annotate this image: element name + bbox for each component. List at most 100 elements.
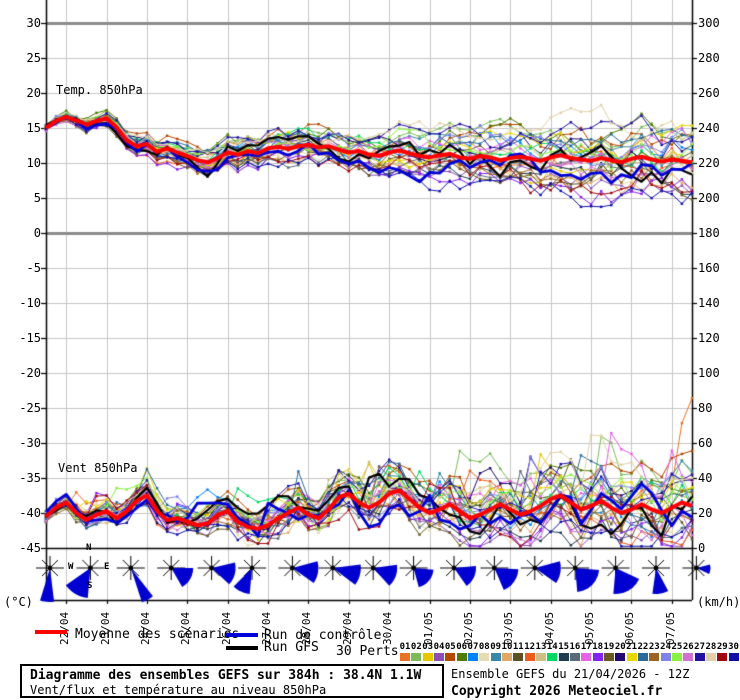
y-right-unit-label: (km/h) bbox=[697, 595, 740, 609]
pert-color-swatch bbox=[422, 653, 433, 661]
pert-color-swatch bbox=[411, 653, 422, 661]
pert-color-swatch bbox=[637, 653, 648, 661]
pert-number-label: 16 bbox=[569, 642, 581, 652]
pert-number-label: 27 bbox=[694, 642, 705, 652]
date-label: 03/05 bbox=[502, 611, 516, 645]
pert-color-swatch bbox=[649, 653, 660, 661]
date-label: 02/05 bbox=[461, 611, 475, 645]
pert-number-label: 06 bbox=[456, 642, 468, 652]
mean-legend-label: Moyenne des scénarios bbox=[75, 627, 240, 642]
y-right-tick: 300 bbox=[698, 16, 720, 30]
pert-number-label: 22 bbox=[637, 642, 649, 652]
pert-number-label: 04 bbox=[433, 642, 445, 652]
pert-color-swatch bbox=[694, 653, 705, 661]
gfs-legend-label: Run GFS bbox=[264, 640, 319, 655]
perts-count-label: 30 Perts. bbox=[336, 644, 407, 659]
pert-number-label: 19 bbox=[603, 642, 615, 652]
y-right-tick: 220 bbox=[698, 156, 720, 170]
pert-color-swatch bbox=[615, 653, 626, 661]
control-legend-swatch bbox=[226, 633, 258, 637]
compass-w-label: W bbox=[68, 562, 74, 572]
pert-color-swatch bbox=[592, 653, 603, 661]
y-right-tick: 280 bbox=[698, 51, 720, 65]
date-label: 01/05 bbox=[421, 611, 435, 645]
pert-number-label: 09 bbox=[490, 642, 502, 652]
pert-color-swatch bbox=[671, 653, 682, 661]
compass-n-label: N bbox=[86, 543, 92, 553]
pert-number-label: 18 bbox=[592, 642, 604, 652]
temp-panel-label: Temp. 850hPa bbox=[56, 83, 143, 97]
pert-number-label: 05 bbox=[444, 642, 456, 652]
y-right-tick: 100 bbox=[698, 366, 720, 380]
y-left-tick: 5 bbox=[33, 191, 41, 205]
pert-color-swatch bbox=[547, 653, 558, 661]
pert-number-label: 13 bbox=[535, 642, 547, 652]
pert-number-label: 15 bbox=[558, 642, 570, 652]
y-left-tick: -5 bbox=[26, 261, 41, 275]
control-legend-label: Run de contrôle bbox=[264, 628, 382, 643]
pert-color-swatch bbox=[626, 653, 637, 661]
pert-number-label: 30 bbox=[728, 642, 739, 652]
y-right-tick: 120 bbox=[698, 331, 720, 345]
pert-number-label: 03 bbox=[422, 642, 434, 652]
pert-color-swatch bbox=[683, 653, 694, 661]
pert-color-swatch bbox=[456, 653, 467, 661]
y-right-tick: 80 bbox=[698, 401, 713, 415]
y-right-tick: 240 bbox=[698, 121, 720, 135]
pert-color-swatch bbox=[581, 653, 592, 661]
pert-color-swatch bbox=[705, 653, 716, 661]
date-label: 05/05 bbox=[583, 611, 597, 645]
date-label: 22/04 bbox=[58, 611, 72, 645]
pert-color-swatch bbox=[728, 653, 739, 661]
pert-number-label: 20 bbox=[614, 642, 626, 652]
y-left-tick: 25 bbox=[26, 51, 41, 65]
pert-number-label: 29 bbox=[716, 642, 728, 652]
pert-number-label: 07 bbox=[467, 642, 479, 652]
y-right-tick: 160 bbox=[698, 261, 720, 275]
pert-number-label: 11 bbox=[512, 642, 524, 652]
y-left-tick: 0 bbox=[33, 226, 41, 240]
gfs-legend-swatch bbox=[226, 646, 258, 650]
y-right-tick: 180 bbox=[698, 226, 720, 240]
y-left-tick: -20 bbox=[19, 366, 41, 380]
y-left-tick: -45 bbox=[19, 541, 41, 555]
y-right-tick: 40 bbox=[698, 471, 713, 485]
pert-color-swatch bbox=[569, 653, 580, 661]
y-right-tick: 20 bbox=[698, 506, 713, 520]
diagram-subtitle: Vent/flux et température au niveau 850hP… bbox=[30, 683, 327, 697]
pert-color-swatch bbox=[445, 653, 456, 661]
y-left-unit-label: (°C) bbox=[4, 595, 33, 609]
pert-color-swatch bbox=[467, 653, 478, 661]
y-left-tick: -35 bbox=[19, 471, 41, 485]
y-right-tick: 260 bbox=[698, 86, 720, 100]
run-info-label: Ensemble GEFS du 21/04/2026 - 12Z bbox=[451, 667, 690, 681]
pert-number-label: 10 bbox=[501, 642, 513, 652]
pert-number-label: 23 bbox=[648, 642, 660, 652]
pert-color-swatch bbox=[524, 653, 535, 661]
y-left-tick: 10 bbox=[26, 156, 41, 170]
y-left-tick: -25 bbox=[19, 401, 41, 415]
mean-legend-swatch bbox=[35, 630, 67, 634]
compass-e-label: E bbox=[104, 562, 110, 572]
y-right-tick: 200 bbox=[698, 191, 720, 205]
pert-color-swatch bbox=[513, 653, 524, 661]
pert-number-label: 08 bbox=[478, 642, 490, 652]
date-label: 07/05 bbox=[663, 611, 677, 645]
pert-number-label: 14 bbox=[546, 642, 558, 652]
date-label: 04/05 bbox=[542, 611, 556, 645]
pert-number-label: 26 bbox=[682, 642, 694, 652]
pert-color-swatch bbox=[501, 653, 512, 661]
pert-color-swatch bbox=[490, 653, 501, 661]
pert-number-label: 25 bbox=[671, 642, 683, 652]
date-label: 06/05 bbox=[623, 611, 637, 645]
pert-color-swatch bbox=[660, 653, 671, 661]
diagram-title: Diagramme des ensembles GEFS sur 384h : … bbox=[30, 668, 422, 683]
y-left-tick: 20 bbox=[26, 86, 41, 100]
pert-color-swatch bbox=[717, 653, 728, 661]
y-left-tick: 15 bbox=[26, 121, 41, 135]
date-label: 30/04 bbox=[381, 611, 395, 645]
pert-number-label: 17 bbox=[580, 642, 592, 652]
y-left-tick: -15 bbox=[19, 331, 41, 345]
